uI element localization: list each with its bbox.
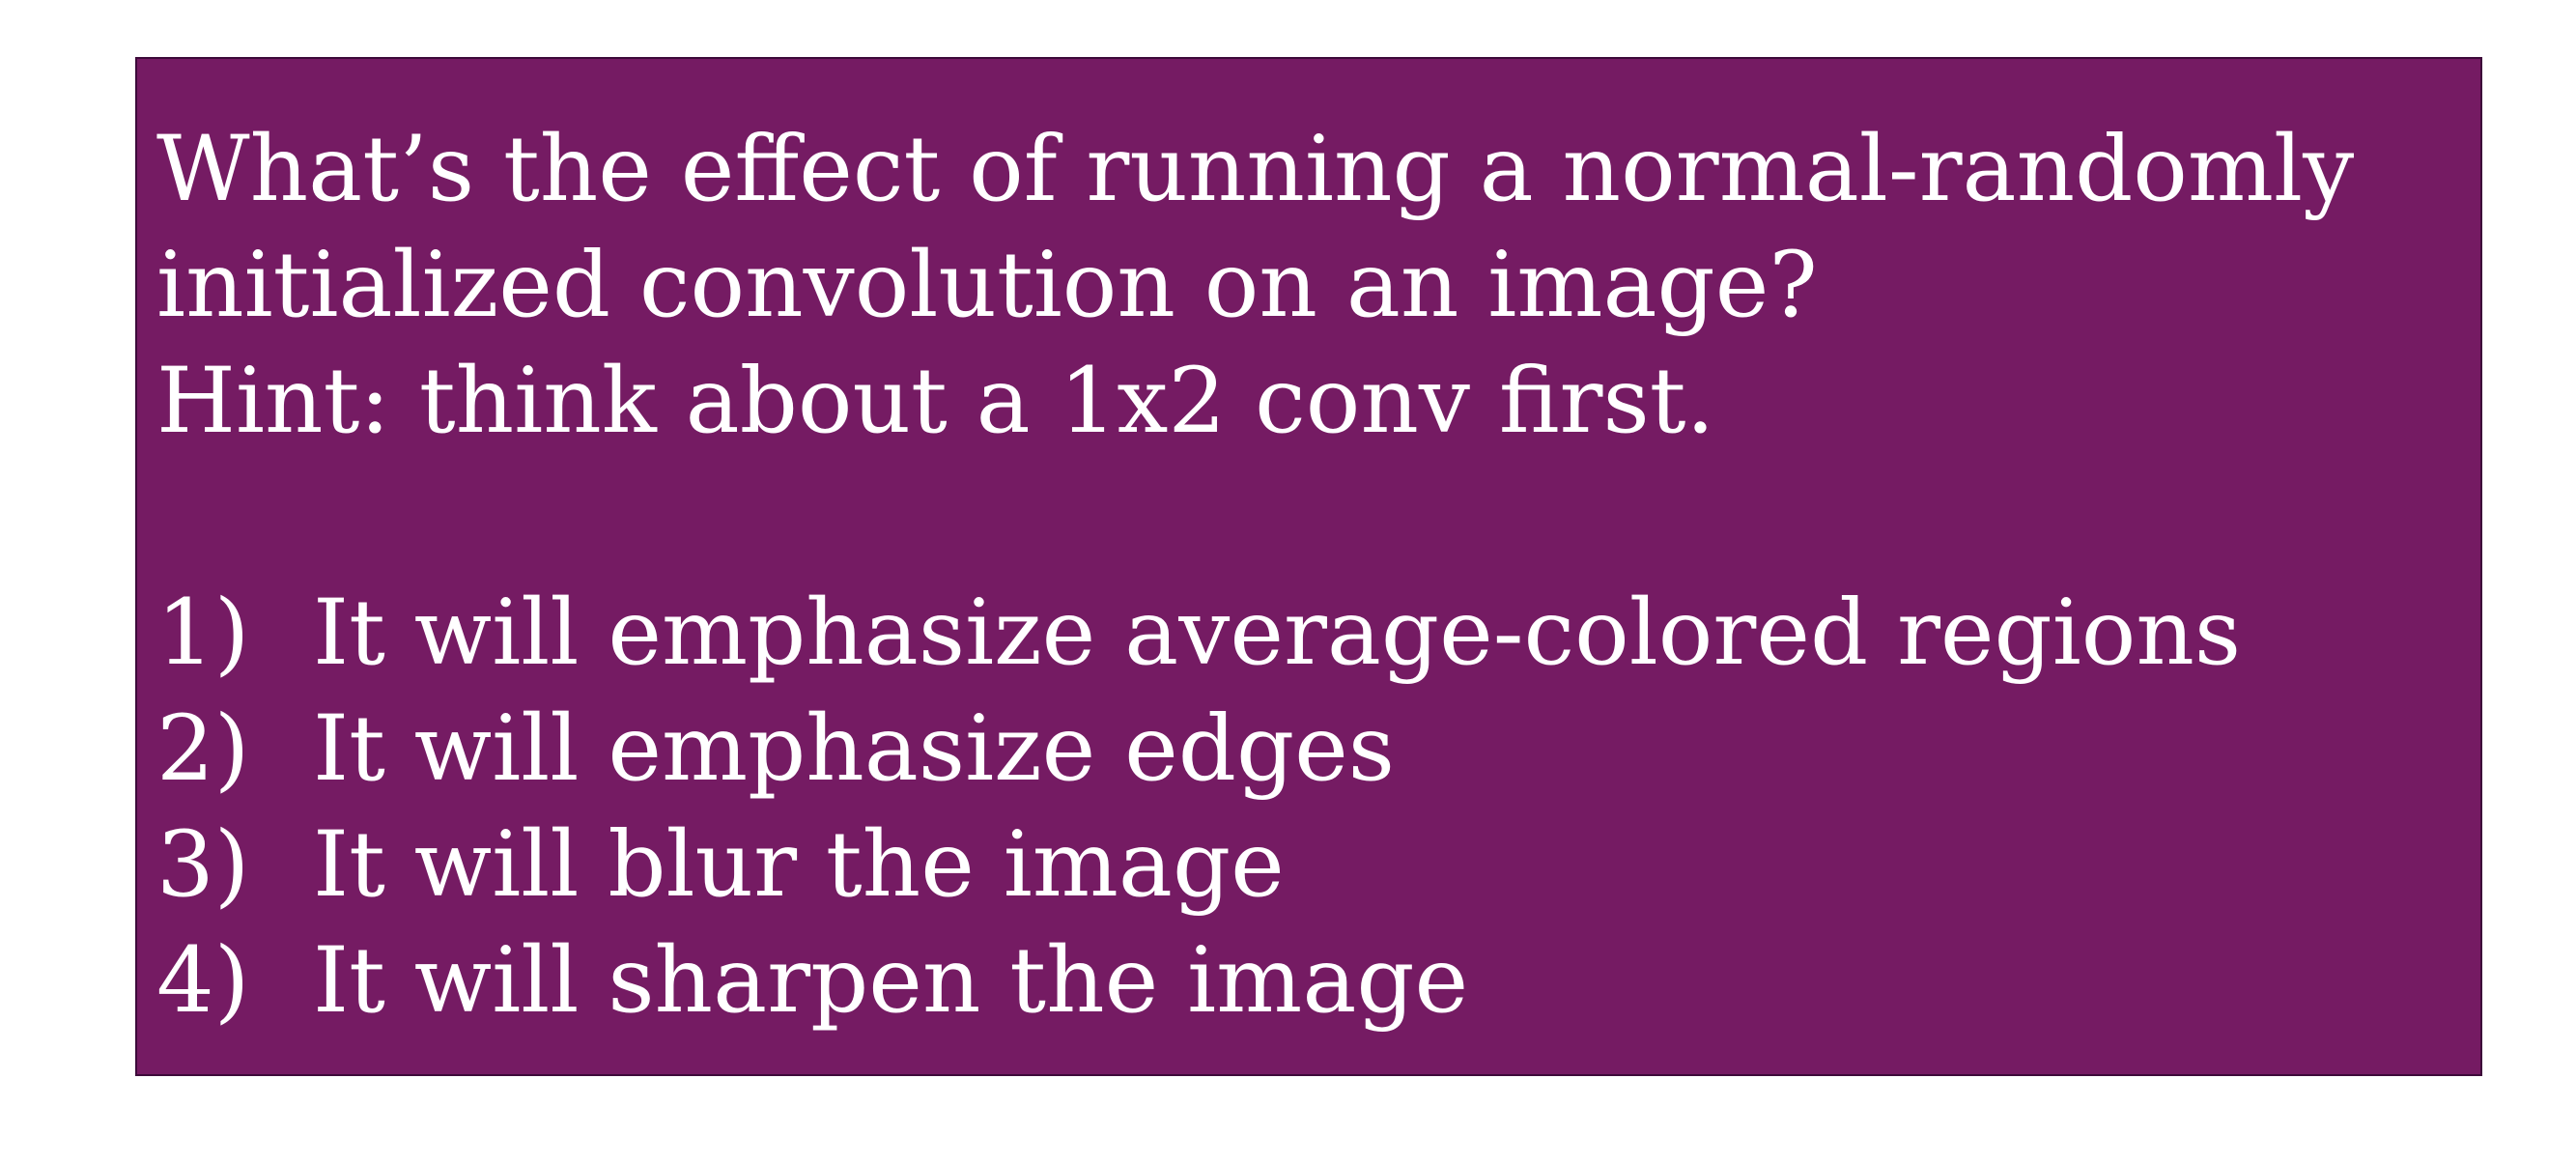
answer-option-2: 2) It will emphasize edges <box>156 692 2241 808</box>
question-line-1: What’s the effect of running a normal-ra… <box>156 117 2355 222</box>
answer-option-3: 3) It will blur the image <box>156 808 2241 923</box>
option-text: It will emphasize edges <box>313 696 1396 802</box>
answer-option-4: 4) It will sharpen the image <box>156 923 2241 1039</box>
question-text: What’s the effect of running a normal-ra… <box>156 112 2354 460</box>
answer-option-1: 1) It will emphasize average-colored reg… <box>156 576 2241 692</box>
option-number: 3) <box>156 812 250 918</box>
answer-options-list: 1) It will emphasize average-colored reg… <box>156 576 2241 1039</box>
hint-line: Hint: think about a 1x2 conv first. <box>156 349 1715 454</box>
option-number: 2) <box>156 696 250 802</box>
option-number: 4) <box>156 928 250 1034</box>
option-text: It will blur the image <box>313 812 1285 918</box>
option-text: It will emphasize average-colored region… <box>313 581 2242 686</box>
option-number: 1) <box>156 581 250 686</box>
question-line-2: initialized convolution on an image? <box>156 233 1818 338</box>
option-text: It will sharpen the image <box>313 928 1469 1034</box>
question-box: What’s the effect of running a normal-ra… <box>135 57 2482 1076</box>
